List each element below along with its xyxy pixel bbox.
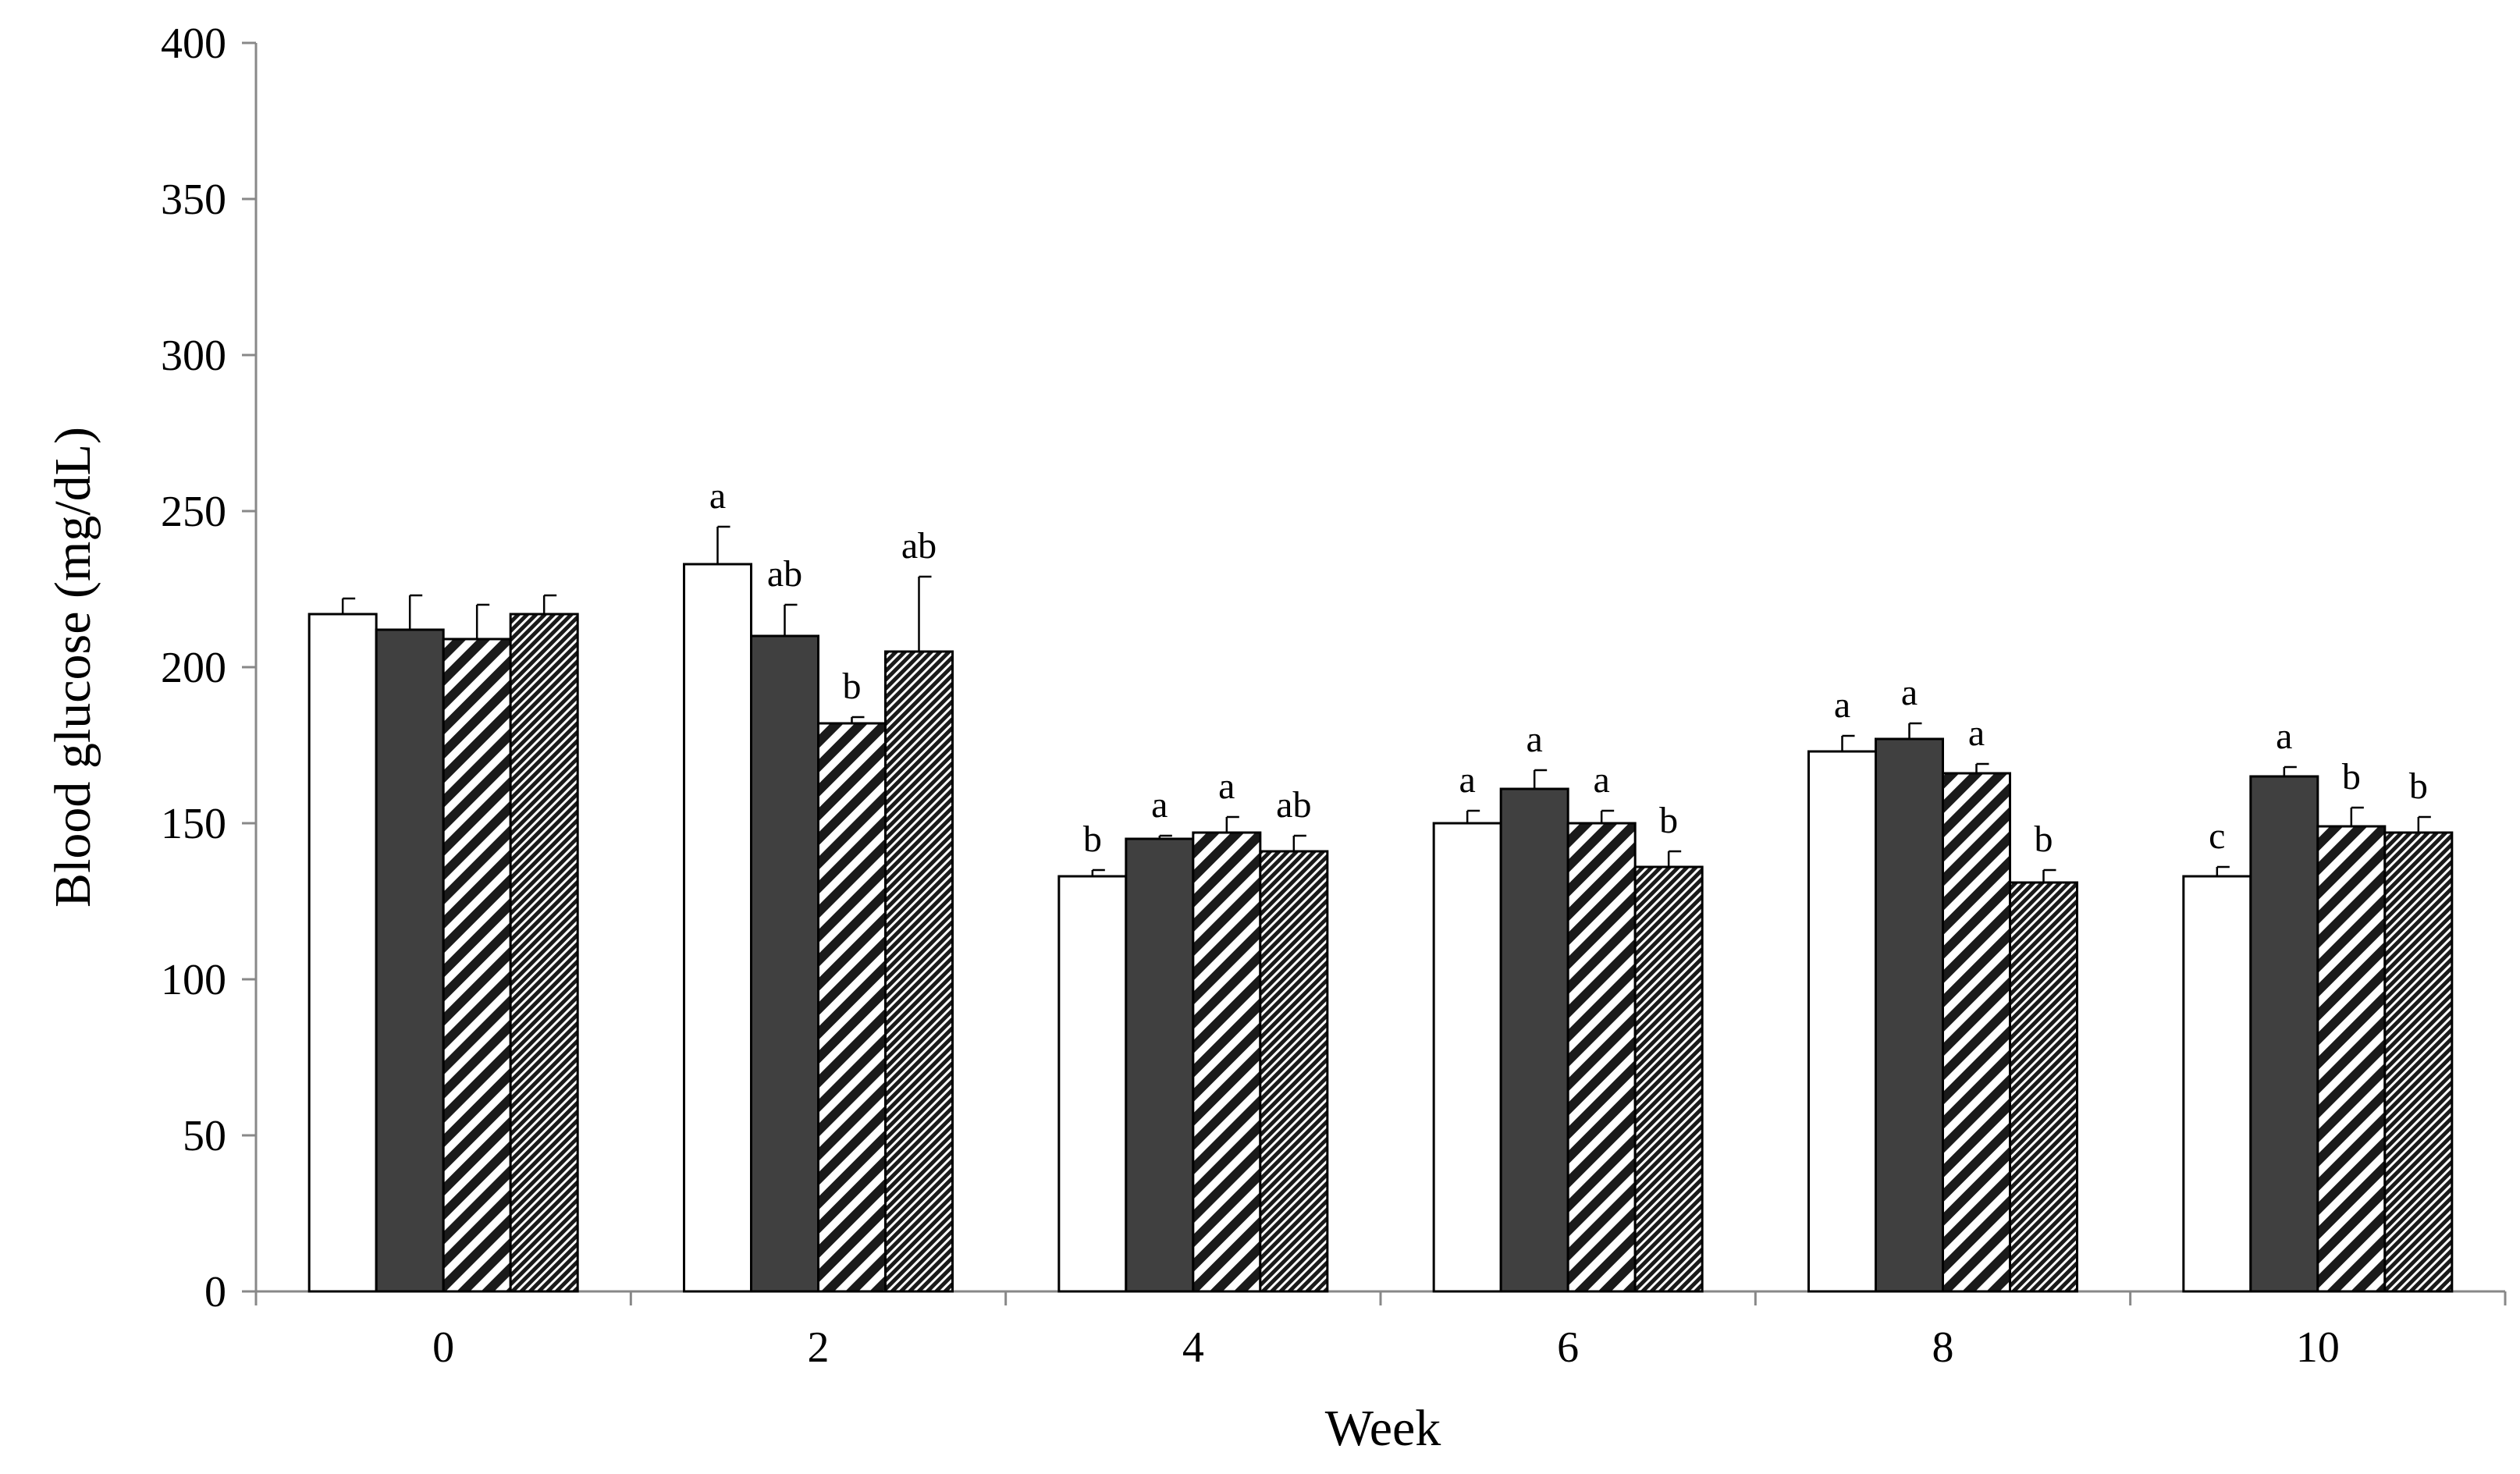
x-tick-label: 4 (1182, 1323, 1204, 1372)
bar (1432, 822, 1502, 1293)
bar (817, 722, 887, 1293)
bar (442, 638, 512, 1293)
bar (307, 613, 378, 1293)
bar (1633, 865, 1704, 1293)
significance-label: ab (1276, 784, 1311, 826)
bar (1807, 750, 1877, 1293)
x-tick-label: 2 (808, 1323, 830, 1372)
bar (509, 613, 579, 1293)
y-tick-label: 250 (161, 488, 226, 536)
significance-label: a (1968, 712, 1985, 754)
significance-label: a (1151, 784, 1168, 826)
bar (2009, 881, 2078, 1293)
significance-label: a (1527, 719, 1543, 760)
x-tick-label: 6 (1557, 1323, 1579, 1372)
y-tick-label: 350 (161, 176, 226, 224)
bar (1057, 875, 1128, 1293)
x-axis-title: Week (1325, 1400, 1441, 1457)
significance-label: ab (767, 553, 802, 595)
significance-label: b (1083, 819, 1102, 860)
bar (750, 634, 819, 1293)
x-tick-label: 8 (1932, 1323, 1954, 1372)
bar (2249, 775, 2319, 1293)
bars-group (307, 563, 2454, 1293)
bar (2316, 825, 2387, 1293)
y-tick-label: 50 (183, 1112, 226, 1160)
significance-label: b (2035, 819, 2053, 860)
significance-label: b (2409, 765, 2428, 807)
significance-label: b (1659, 800, 1678, 841)
significance-label: a (1834, 684, 1850, 726)
significance-label: a (1459, 759, 1476, 801)
y-tick-label: 0 (204, 1268, 226, 1316)
significance-label: a (709, 475, 726, 517)
significance-label: a (1218, 765, 1235, 807)
bar (1192, 831, 1262, 1293)
bar (1259, 850, 1329, 1293)
error-bars-group (341, 525, 2431, 883)
y-tick-label: 200 (161, 644, 226, 692)
significance-label: ab (901, 525, 937, 567)
bar (884, 650, 954, 1293)
significance-label: a (1901, 672, 1918, 713)
significance-label: a (2276, 716, 2292, 757)
bar (1499, 787, 1569, 1293)
significance-label: b (843, 666, 862, 707)
bar (1566, 822, 1637, 1293)
significance-label: c (2209, 815, 2225, 857)
bar (1875, 737, 1944, 1293)
significance-label: b (2342, 756, 2361, 797)
bar (375, 628, 445, 1293)
y-tick-label: 400 (161, 20, 226, 68)
y-tick-label: 100 (161, 956, 226, 1004)
bar (683, 563, 752, 1293)
y-axis-title: Blood glucose (mg/dL) (44, 427, 101, 907)
significance-label: a (1594, 759, 1610, 801)
y-tick-label: 300 (161, 332, 226, 380)
x-tick-label: 10 (2296, 1323, 2340, 1372)
bar (2182, 875, 2252, 1293)
bar (2383, 831, 2454, 1293)
bar (1942, 772, 2011, 1293)
x-axis: 0 2 4 6 8 10 (254, 1290, 2507, 1372)
bar (1125, 837, 1195, 1293)
x-tick-label: 0 (432, 1323, 454, 1372)
y-axis: 0 50 100 150 200 250 300 350 400 (161, 20, 258, 1316)
y-tick-label: 150 (161, 800, 226, 848)
